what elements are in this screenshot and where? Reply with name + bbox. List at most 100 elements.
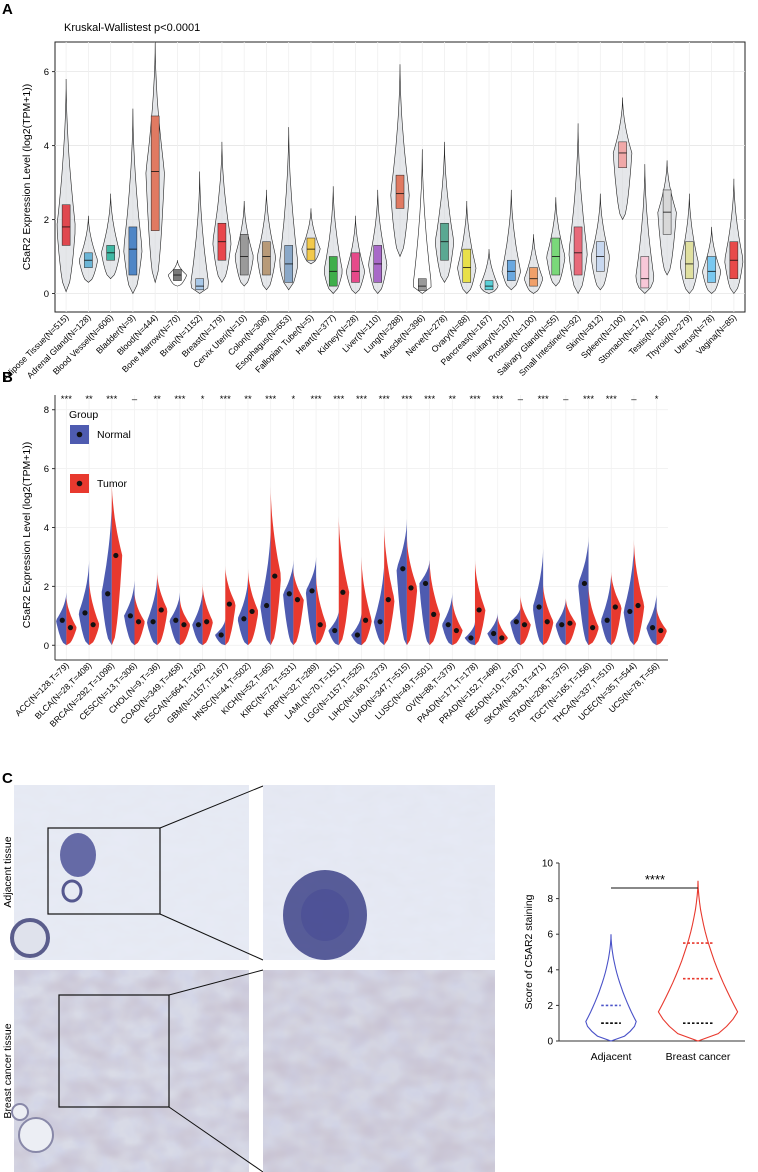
median-dot-tumor bbox=[362, 617, 369, 623]
significance-mark: * bbox=[655, 394, 659, 405]
panel-b-y-tick-label: 2 bbox=[44, 582, 49, 593]
median-dot-normal bbox=[445, 622, 451, 628]
zoom-line-bottom-2 bbox=[168, 1106, 264, 1172]
violin bbox=[435, 141, 454, 283]
significance-mark: *** bbox=[538, 394, 549, 405]
significance-mark: *** bbox=[174, 394, 185, 405]
median-dot-normal bbox=[627, 608, 633, 615]
violin bbox=[568, 123, 588, 295]
significance-mark: – bbox=[132, 394, 138, 405]
median-dot-tumor bbox=[158, 607, 164, 613]
median-dot-tumor bbox=[635, 602, 641, 609]
box bbox=[395, 174, 405, 209]
median-dot-normal bbox=[127, 613, 133, 619]
violin-normal bbox=[396, 518, 407, 646]
micrograph-adjacent-duct bbox=[61, 879, 83, 903]
significance-mark: *** bbox=[379, 394, 390, 405]
micrograph-adjacent-zoom-box bbox=[47, 827, 161, 915]
panel-c-y-tick-label: 6 bbox=[547, 930, 553, 941]
median-dot-tumor bbox=[272, 573, 278, 579]
significance-mark: ** bbox=[449, 394, 457, 405]
panel-b-y-tick-label: 0 bbox=[44, 641, 49, 652]
violin-normal bbox=[533, 548, 544, 646]
violin bbox=[368, 189, 388, 294]
median-dot-normal bbox=[513, 619, 519, 625]
violin bbox=[78, 215, 98, 283]
median-dot-normal bbox=[604, 617, 610, 623]
median-dot-normal bbox=[59, 617, 65, 623]
median-dot-normal bbox=[218, 632, 224, 638]
panel-c-significance-label: **** bbox=[645, 872, 665, 887]
legend-tumor-label: Tumor bbox=[97, 478, 127, 490]
violin-tumor bbox=[384, 524, 395, 646]
median-dot-tumor bbox=[135, 619, 142, 625]
panel-c-y-ticks: 0 2 4 6 8 10 bbox=[542, 859, 559, 1048]
box bbox=[418, 278, 427, 291]
median-dot-tumor bbox=[544, 619, 550, 625]
row-label-breast-cancer: Breast cancer tissue bbox=[2, 1023, 14, 1118]
violin bbox=[457, 200, 477, 294]
median-dot-normal bbox=[286, 591, 292, 597]
panel-a-y-ticks: 0 2 4 6 bbox=[44, 67, 55, 300]
median-dot-normal bbox=[309, 588, 315, 594]
violin-tumor bbox=[316, 574, 327, 646]
violin bbox=[323, 186, 343, 294]
significance-mark: ** bbox=[153, 394, 161, 405]
median-dot-tumor bbox=[408, 585, 414, 591]
median-dot-tumor bbox=[590, 625, 596, 631]
median-dot-tumor bbox=[612, 604, 618, 610]
median-dot-tumor bbox=[204, 619, 210, 625]
violin bbox=[123, 108, 143, 295]
panel-a-title: Kruskal-Wallistest p<0.0001 bbox=[64, 22, 200, 34]
violin bbox=[56, 78, 76, 293]
panel-b-significance-marks: *** ** *** – ** *** * *** ** *** * *** *** *** *** *** *… bbox=[61, 394, 659, 405]
panel-c-chart: Score of C5AR2 staining 0 2 4 6 8 10 **** Adj… bbox=[523, 859, 745, 1063]
violin-tumor bbox=[520, 595, 531, 646]
significance-mark: * bbox=[201, 394, 205, 405]
median-dot-normal bbox=[400, 566, 406, 572]
median-dot-normal bbox=[195, 622, 202, 628]
median-dot-normal bbox=[82, 610, 88, 616]
panel-label-b: B bbox=[2, 369, 13, 386]
box bbox=[239, 234, 249, 276]
median-dot-tumor bbox=[476, 607, 482, 613]
significance-mark: *** bbox=[106, 394, 117, 405]
median-dot-normal bbox=[354, 632, 361, 638]
violin bbox=[301, 208, 321, 265]
panel-c-y-tick-label: 0 bbox=[547, 1037, 553, 1048]
micrograph-cancer-zoom-box bbox=[58, 994, 170, 1108]
violin bbox=[256, 189, 276, 291]
violin-tumor bbox=[270, 486, 281, 646]
violin-tumor bbox=[338, 515, 350, 646]
box bbox=[128, 226, 138, 276]
row-label-adjacent: Adjacent tissue bbox=[2, 836, 14, 907]
box bbox=[529, 267, 538, 287]
panel-b-y-ticks: 0 2 4 6 8 bbox=[44, 405, 55, 652]
violin-tumor bbox=[475, 559, 486, 646]
violin-normal bbox=[419, 559, 430, 646]
violin bbox=[413, 149, 432, 294]
box bbox=[640, 256, 650, 289]
median-dot-tumor bbox=[385, 597, 391, 603]
panel-b-y-tick-label: 4 bbox=[44, 523, 49, 534]
zoom-line-top-2 bbox=[168, 969, 264, 996]
micrograph-adjacent-vessel bbox=[10, 918, 50, 958]
violin-normal bbox=[555, 598, 566, 646]
violin-tumor bbox=[429, 559, 440, 646]
median-dot-tumor bbox=[294, 597, 301, 603]
x-tick-label: Adjacent bbox=[591, 1051, 632, 1063]
median-dot-tumor bbox=[499, 635, 505, 641]
median-dot-normal bbox=[649, 625, 656, 631]
median-dot-normal bbox=[150, 619, 156, 625]
significance-mark: *** bbox=[469, 394, 480, 405]
violin-outline bbox=[657, 880, 739, 1042]
median-dot-tumor bbox=[567, 620, 573, 626]
panel-b-y-tick-label: 8 bbox=[44, 405, 49, 416]
violin-tumor bbox=[248, 568, 258, 646]
violin-normal bbox=[215, 618, 226, 646]
panel-b-x-tick-labels: ACC(N=128,T=79)BLCA(N=28,T=408)BRCA(N=29… bbox=[13, 660, 661, 729]
box bbox=[507, 259, 516, 281]
violin bbox=[635, 164, 655, 294]
median-dot-tumor bbox=[658, 627, 664, 634]
